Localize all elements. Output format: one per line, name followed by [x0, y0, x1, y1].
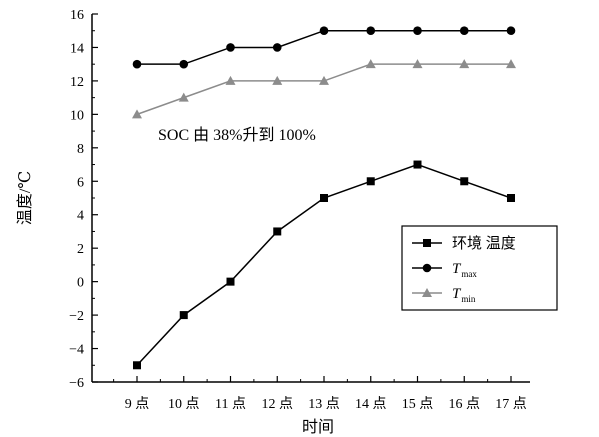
- series-1: [133, 160, 515, 370]
- x-tick-label: 17 点: [495, 396, 527, 412]
- data-point-triangle: [365, 59, 376, 69]
- series-layer: [132, 26, 516, 370]
- y-tick-label: 16: [70, 8, 84, 23]
- x-axis-ticks: 9 点 10 点 11 点 12 点 13 点 14 点 15 点 16 点 17 点: [113, 376, 527, 412]
- data-point-circle: [422, 263, 432, 273]
- data-point-square: [507, 194, 515, 202]
- data-point-circle: [366, 26, 376, 36]
- y-tick-label: 12: [70, 75, 84, 90]
- data-point-circle: [506, 26, 516, 36]
- y-tick-label: 4: [77, 209, 84, 224]
- x-tick-label: 9 点: [125, 396, 150, 412]
- data-point-triangle: [225, 75, 236, 85]
- data-point-triangle: [412, 59, 423, 69]
- legend-label-subscript: max: [461, 269, 477, 279]
- x-tick-label: 15 点: [402, 396, 434, 412]
- data-point-square: [226, 277, 235, 286]
- data-point-square: [366, 177, 375, 186]
- data-point-square: [273, 227, 282, 236]
- data-point-circle: [272, 43, 282, 52]
- y-tick-label: 10: [70, 108, 84, 123]
- y-tick-label: −2: [69, 309, 84, 324]
- legend-label-subscript: min: [461, 294, 476, 304]
- x-axis-title: 时间: [302, 418, 334, 436]
- y-tick-label: 8: [77, 142, 84, 157]
- x-tick-label: 12 点: [262, 396, 294, 412]
- data-point-square: [423, 239, 431, 247]
- series-2: [132, 26, 516, 69]
- x-tick-label: 14 点: [355, 396, 387, 412]
- data-point-triangle: [422, 288, 432, 297]
- data-point-triangle: [319, 75, 329, 85]
- data-point-triangle: [506, 59, 516, 69]
- data-point-square: [460, 177, 469, 186]
- soc-annotation: SOC 由 38%升到 100%: [158, 126, 316, 144]
- data-point-circle: [179, 59, 189, 69]
- y-tick-label: 14: [70, 41, 84, 56]
- data-point-square: [179, 311, 188, 320]
- axes: [91, 14, 530, 383]
- data-point-square: [133, 361, 141, 370]
- y-axis-ticks: −6 −4 −2 0 2 4 6 8 10 12 14 16: [69, 8, 98, 391]
- legend-entry: 环境 温度: [412, 234, 516, 252]
- data-point-square: [413, 160, 422, 169]
- data-point-triangle: [132, 109, 142, 119]
- data-point-circle: [459, 26, 469, 36]
- series-line: [136, 63, 511, 116]
- data-point-circle: [413, 26, 422, 36]
- y-tick-label: 6: [77, 175, 84, 190]
- x-tick-label: 11 点: [215, 396, 246, 412]
- x-tick-label: 13 点: [308, 396, 340, 412]
- data-point-square: [320, 194, 328, 202]
- data-point-circle: [132, 59, 142, 69]
- y-tick-label: −6: [69, 376, 84, 391]
- legend-label: 环境 温度: [452, 234, 516, 252]
- x-tick-label: 10 点: [168, 396, 200, 412]
- data-point-triangle: [459, 59, 470, 69]
- y-tick-label: 0: [77, 276, 84, 291]
- y-tick-label: 2: [77, 242, 84, 257]
- series-line: [137, 29, 511, 65]
- data-point-triangle: [272, 75, 283, 85]
- series-3: [132, 59, 516, 119]
- data-point-circle: [226, 43, 235, 52]
- y-axis-title: 温度/℃: [16, 171, 34, 225]
- x-tick-label: 16 点: [449, 396, 481, 412]
- data-point-circle: [319, 26, 329, 36]
- y-tick-label: −4: [69, 343, 84, 358]
- data-point-triangle: [178, 92, 189, 102]
